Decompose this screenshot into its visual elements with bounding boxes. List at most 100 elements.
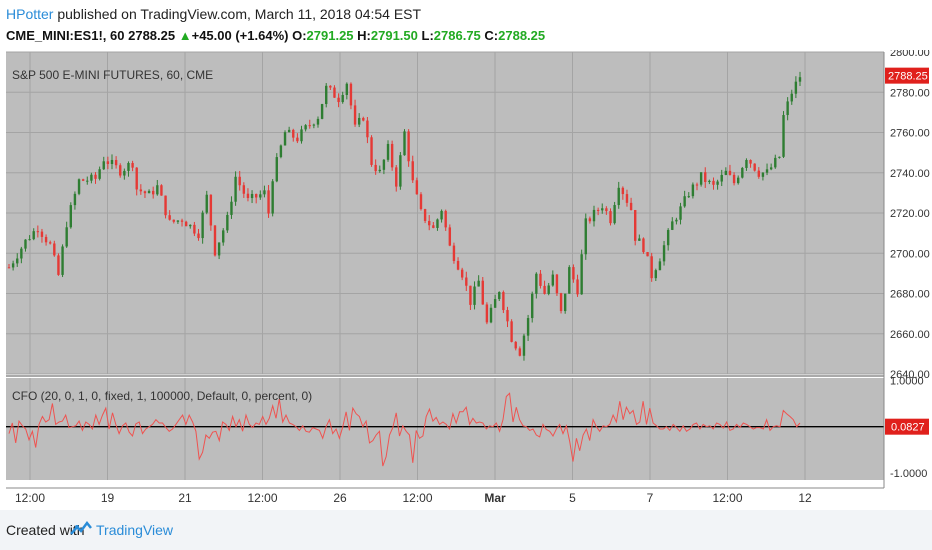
time-tick-label: 12:00: [15, 491, 45, 505]
tradingview-brand-link[interactable]: TradingView: [96, 522, 174, 538]
candle-body: [386, 143, 390, 160]
price-tick-label: 2760.00: [890, 128, 930, 140]
candle-body: [716, 181, 719, 185]
high-value: 2791.50: [370, 28, 418, 43]
candle-body: [559, 293, 563, 312]
candle-body: [531, 293, 534, 319]
candle-body: [390, 143, 394, 168]
candle-body: [493, 299, 497, 308]
candle-body: [292, 129, 295, 138]
cfo-tick-label: -1.0000: [890, 468, 927, 480]
publish-text: published on TradingView.com, March 11, …: [53, 6, 422, 22]
candle-body: [238, 176, 241, 186]
price-tick-label: 2780.00: [890, 87, 930, 99]
candle-body: [156, 185, 159, 195]
candle-body: [287, 129, 291, 133]
time-tick-label: 7: [647, 491, 654, 505]
candle-body: [679, 206, 682, 220]
candle-body: [617, 187, 620, 206]
candle-body: [786, 101, 789, 116]
candle-body: [563, 293, 567, 312]
candle-body: [592, 209, 596, 222]
price-tick-label: 2680.00: [890, 289, 930, 301]
time-tick-label: 5: [569, 491, 576, 505]
candle-body: [279, 145, 283, 158]
price-tick-label: 2740.00: [890, 168, 930, 180]
candle-body: [362, 117, 365, 121]
last-price-tag-label: 2788.25: [888, 71, 928, 83]
candle-body: [551, 274, 555, 286]
candle-body: [436, 219, 439, 228]
candle-body: [250, 193, 254, 199]
candle-body: [201, 212, 204, 239]
candle-body: [666, 229, 670, 246]
candle-body: [246, 193, 250, 199]
candle-body: [308, 125, 311, 127]
price-axis[interactable]: 2800.00 2780.00 2760.00 2740.00 2720.00 2700.…: [885, 47, 930, 480]
author-link[interactable]: HPotter: [6, 6, 54, 22]
candle-body: [81, 179, 85, 181]
candle-body: [638, 238, 641, 241]
price-tick-label: 2800.00: [890, 50, 930, 59]
publish-info: HPotter published on TradingView.com, Ma…: [6, 6, 421, 22]
candle-body: [197, 233, 200, 239]
candle-body: [580, 254, 583, 295]
candle-body: [646, 252, 649, 257]
candle-body: [333, 87, 336, 98]
candle-body: [205, 194, 208, 213]
cfo-value-tag-label: 0.0827: [891, 422, 925, 434]
candle-body: [724, 170, 728, 175]
candle-body: [489, 307, 493, 323]
candle-body: [16, 258, 19, 264]
candle-body: [568, 267, 571, 294]
symbol-name[interactable]: CME_MINI:ES1!, 60: [6, 28, 125, 43]
candle-body: [407, 131, 410, 162]
candle-body: [353, 105, 357, 125]
price-pane-title: S&P 500 E-MINI FUTURES, 60, CME: [12, 68, 213, 82]
candle-body: [176, 220, 180, 222]
price-tick-label: 2720.00: [890, 208, 930, 220]
candle-body: [399, 155, 402, 187]
candle-body: [86, 180, 89, 182]
candle-body: [209, 194, 213, 226]
candle-body: [757, 170, 761, 177]
candle-body: [629, 202, 633, 211]
candle-body: [737, 177, 740, 184]
candle-body: [704, 172, 707, 182]
candle-body: [662, 245, 666, 262]
candle-body: [337, 97, 340, 103]
candle-body: [222, 230, 225, 243]
low-label: L:: [421, 28, 434, 43]
candle-body: [320, 104, 324, 119]
candle-body: [90, 174, 93, 181]
candle-body: [749, 159, 752, 164]
candle-body: [61, 246, 64, 275]
candle-body: [510, 321, 513, 342]
candle-body: [312, 124, 316, 126]
cfo-indicator: [6, 392, 884, 467]
candle-body: [778, 156, 781, 158]
candle-body: [172, 219, 175, 222]
time-axis[interactable]: 12:00 19 21 12:00 26 12:00 Mar 5 7 12:00 12: [15, 491, 812, 505]
candle-body: [24, 239, 27, 249]
candle-body: [613, 205, 616, 224]
candle-body: [189, 224, 192, 227]
candle-body: [502, 292, 505, 311]
candle-body: [576, 279, 579, 295]
candle-body: [345, 83, 349, 95]
candle-body: [114, 159, 118, 166]
candle-body: [77, 179, 81, 194]
candle-body: [147, 190, 151, 194]
chart-area[interactable]: 2800.00 2780.00 2760.00 2740.00 2720.00 2700.…: [0, 47, 932, 510]
candle-body: [526, 318, 530, 336]
candle-body: [53, 243, 56, 256]
candle-body: [184, 221, 188, 227]
chart-svg[interactable]: 2800.00 2780.00 2760.00 2740.00 2720.00 2700.…: [0, 47, 932, 510]
candle-body: [127, 162, 130, 171]
candle-body: [671, 221, 674, 230]
price-tick-label: 2640.00: [890, 369, 930, 381]
candle-body: [448, 227, 452, 246]
candle-body: [57, 255, 60, 275]
candle-body: [440, 210, 443, 220]
candle-body: [419, 194, 423, 210]
